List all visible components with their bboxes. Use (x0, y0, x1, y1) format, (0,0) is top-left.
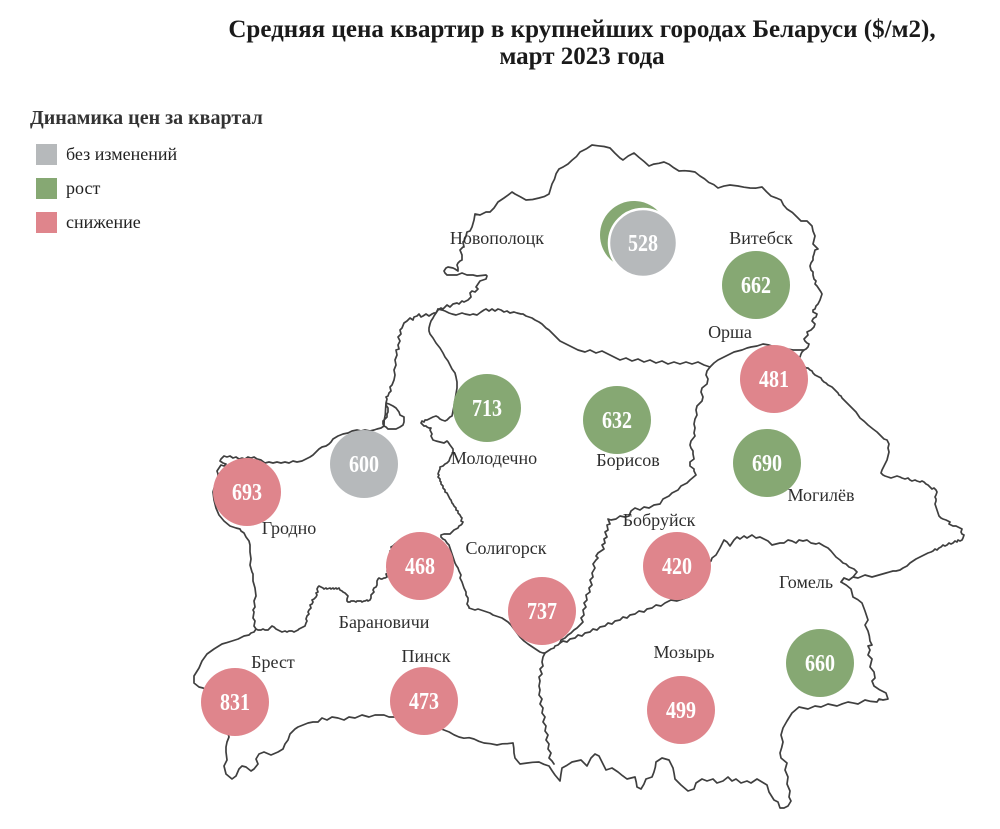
svg-text:Новополоцк: Новополоцк (450, 228, 544, 248)
svg-text:481: 481 (759, 367, 789, 393)
svg-text:528: 528 (628, 231, 658, 257)
svg-text:660: 660 (805, 651, 835, 677)
svg-text:Могилёв: Могилёв (787, 485, 854, 505)
svg-text:831: 831 (220, 690, 250, 716)
svg-text:Гродно: Гродно (262, 518, 317, 538)
svg-text:499: 499 (666, 698, 696, 724)
svg-text:Солигорск: Солигорск (465, 538, 546, 558)
svg-text:693: 693 (232, 480, 262, 506)
svg-text:Бобруйск: Бобруйск (623, 510, 696, 530)
svg-text:Брест: Брест (251, 652, 295, 672)
svg-text:468: 468 (405, 554, 435, 580)
svg-text:737: 737 (527, 599, 557, 625)
svg-text:Орша: Орша (708, 322, 752, 342)
svg-text:662: 662 (741, 273, 771, 299)
svg-text:600: 600 (349, 452, 379, 478)
svg-text:Молодечно: Молодечно (451, 448, 537, 468)
svg-text:473: 473 (409, 689, 439, 715)
svg-text:Витебск: Витебск (729, 228, 793, 248)
svg-text:Мозырь: Мозырь (654, 642, 715, 662)
svg-text:632: 632 (602, 408, 632, 434)
svg-text:Пинск: Пинск (402, 646, 451, 666)
svg-text:Гомель: Гомель (779, 572, 833, 592)
svg-text:Барановичи: Барановичи (339, 612, 430, 632)
svg-text:420: 420 (662, 554, 692, 580)
svg-text:713: 713 (472, 396, 502, 422)
svg-text:690: 690 (752, 451, 782, 477)
svg-text:Борисов: Борисов (596, 450, 659, 470)
